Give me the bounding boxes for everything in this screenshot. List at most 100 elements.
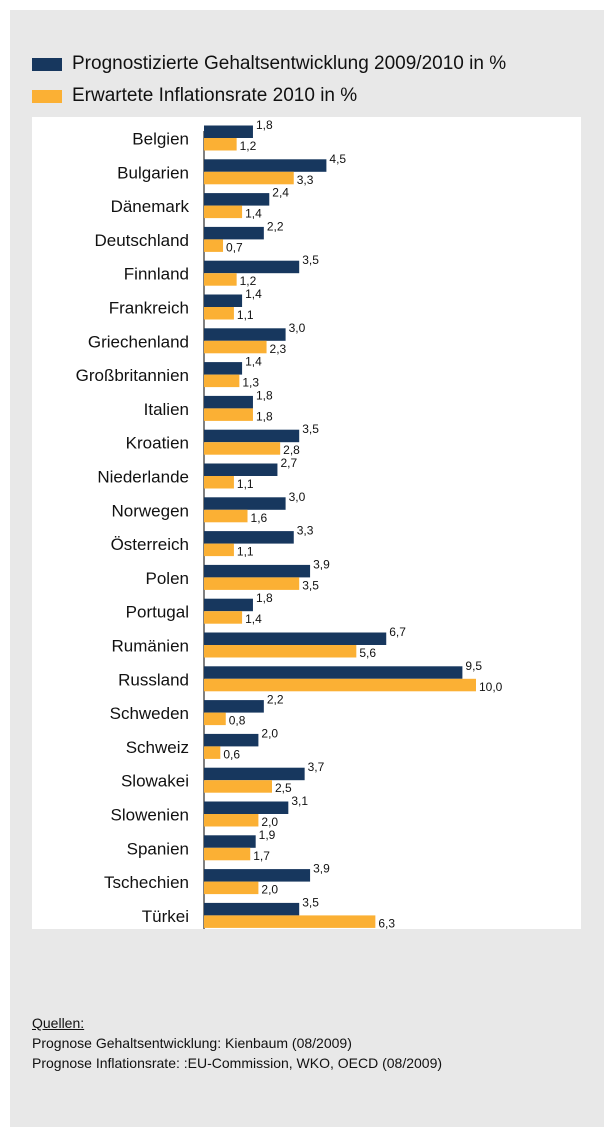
inflation-value-label-slowakei: 2,5 xyxy=(275,781,292,795)
category-label-rumänien: Rumänien xyxy=(112,637,190,656)
inflation-bar-belgien xyxy=(204,138,237,151)
inflation-bar-türkei xyxy=(204,915,376,928)
salary-bar-rumänien xyxy=(204,632,387,645)
salary-bar-bulgarien xyxy=(204,159,327,172)
salary-bar-spanien xyxy=(204,835,256,848)
category-label-polen: Polen xyxy=(146,569,189,588)
category-label-slowenien: Slowenien xyxy=(111,806,189,825)
salary-value-label-norwegen: 3,0 xyxy=(289,490,306,504)
legend-swatch-inflation xyxy=(32,89,62,103)
category-label-russland: Russland xyxy=(118,670,189,689)
inflation-value-label-kroatien: 2,8 xyxy=(283,443,300,457)
inflation-bar-polen xyxy=(204,577,300,590)
salary-value-label-frankreich: 1,4 xyxy=(245,287,262,301)
salary-bar-schweden xyxy=(204,700,264,713)
salary-value-label-bulgarien: 4,5 xyxy=(329,152,346,166)
salary-value-label-portugal: 1,8 xyxy=(256,591,273,605)
salary-value-label-dänemark: 2,4 xyxy=(272,186,289,200)
inflation-bar-deutschland xyxy=(204,239,224,252)
salary-bar-polen xyxy=(204,564,311,578)
salary-value-label-belgien: 1,8 xyxy=(256,118,273,132)
salary-bar-deutschland xyxy=(204,226,264,240)
inflation-value-label-rumänien: 5,6 xyxy=(359,646,376,660)
inflation-bar-italien xyxy=(204,408,253,421)
salary-bar-frankreich xyxy=(204,294,243,307)
inflation-bar-slowakei xyxy=(204,780,272,793)
salary-value-label-österreich: 3,3 xyxy=(297,524,314,538)
inflation-bar-kroatien xyxy=(204,442,281,455)
inflation-bar-finnland xyxy=(204,273,237,286)
salary-value-label-großbritannien: 1,4 xyxy=(245,355,262,369)
category-label-türkei: Türkei xyxy=(142,907,189,926)
source-salary: Prognose Gehaltsentwicklung: Kienbaum (0… xyxy=(32,1035,352,1051)
category-label-spanien: Spanien xyxy=(127,839,189,858)
salary-bar-portugal xyxy=(204,598,253,612)
inflation-value-label-spanien: 1,7 xyxy=(253,849,270,863)
inflation-value-label-russland: 10,0 xyxy=(479,680,503,694)
inflation-value-label-italien: 1,8 xyxy=(256,409,273,423)
inflation-value-label-bulgarien: 3,3 xyxy=(297,173,314,187)
inflation-value-label-türkei: 6,3 xyxy=(378,916,395,929)
salary-bar-türkei xyxy=(204,902,300,916)
inflation-value-label-dänemark: 1,4 xyxy=(245,207,262,221)
category-label-slowakei: Slowakei xyxy=(121,772,189,791)
salary-value-label-slowakei: 3,7 xyxy=(308,760,325,774)
category-label-finnland: Finnland xyxy=(124,265,189,284)
salary-value-label-deutschland: 2,2 xyxy=(267,219,284,233)
salary-bar-slowakei xyxy=(204,767,305,781)
plot-area: Belgien 1,8 1,2 Bulgarien 4,5 3,3 Dänemark 2,4 1… xyxy=(32,117,581,929)
salary-value-label-niederlande: 2,7 xyxy=(280,456,297,470)
inflation-bar-norwegen xyxy=(204,509,248,523)
inflation-value-label-griechenland: 2,3 xyxy=(270,342,287,356)
inflation-value-label-großbritannien: 1,3 xyxy=(242,376,259,390)
inflation-value-label-norwegen: 1,6 xyxy=(251,511,268,525)
salary-bar-dänemark xyxy=(204,193,270,206)
inflation-bar-schweiz xyxy=(204,746,221,759)
salary-bar-norwegen xyxy=(204,497,286,510)
category-label-schweiz: Schweiz xyxy=(126,738,189,757)
inflation-bar-russland xyxy=(204,678,476,692)
inflation-value-label-österreich: 1,1 xyxy=(237,545,254,559)
salary-bar-schweiz xyxy=(204,733,259,747)
inflation-bar-tschechien xyxy=(204,881,259,895)
salary-value-label-kroatien: 3,5 xyxy=(302,422,319,436)
legend-label-salary: Prognostizierte Gehaltsentwicklung 2009/… xyxy=(72,53,507,74)
legend-label-inflation: Erwartete Inflationsrate 2010 in % xyxy=(72,85,358,106)
inflation-bar-österreich xyxy=(204,543,234,557)
inflation-bar-niederlande xyxy=(204,476,234,489)
bar-chart: Belgien 1,8 1,2 Bulgarien 4,5 3,3 Dänemark 2,4 1… xyxy=(76,118,503,929)
inflation-bar-bulgarien xyxy=(204,171,294,185)
inflation-value-label-tschechien: 2,0 xyxy=(261,883,278,897)
salary-value-label-polen: 3,9 xyxy=(313,557,330,571)
category-label-österreich: Österreich xyxy=(111,535,189,554)
inflation-bar-großbritannien xyxy=(204,374,240,388)
salary-bar-kroatien xyxy=(204,429,300,443)
salary-bar-finnland xyxy=(204,260,300,274)
legend-item-salary: Prognostizierte Gehaltsentwicklung 2009/… xyxy=(32,51,506,77)
legend-item-inflation: Erwartete Inflationsrate 2010 in % xyxy=(32,83,357,109)
inflation-value-label-polen: 3,5 xyxy=(302,578,319,592)
inflation-value-label-finnland: 1,2 xyxy=(240,274,257,288)
salary-value-label-italien: 1,8 xyxy=(256,388,273,402)
salary-value-label-schweiz: 2,0 xyxy=(261,726,278,740)
category-label-tschechien: Tschechien xyxy=(104,873,189,892)
salary-bar-belgien xyxy=(204,125,253,138)
salary-value-label-schweden: 2,2 xyxy=(267,693,284,707)
inflation-bar-slowenien xyxy=(204,814,259,827)
salary-bar-großbritannien xyxy=(204,362,243,375)
salary-bar-österreich xyxy=(204,531,294,544)
chart-frame: Prognostizierte Gehaltsentwicklung 2009/… xyxy=(10,10,604,1127)
salary-value-label-türkei: 3,5 xyxy=(302,895,319,909)
inflation-bar-griechenland xyxy=(204,340,267,354)
inflation-bar-portugal xyxy=(204,611,243,624)
source-inflation: Prognose Inflationsrate: :EU-Commission,… xyxy=(32,1055,443,1071)
category-label-dänemark: Dänemark xyxy=(111,197,190,216)
category-label-frankreich: Frankreich xyxy=(109,299,189,318)
salary-bar-italien xyxy=(204,395,253,409)
category-label-kroatien: Kroatien xyxy=(126,434,189,453)
inflation-bar-rumänien xyxy=(204,645,357,658)
salary-bar-russland xyxy=(204,666,463,679)
inflation-value-label-frankreich: 1,1 xyxy=(237,308,254,322)
sources-block: Quellen: Prognose Gehaltsentwicklung: Ki… xyxy=(32,1013,442,1073)
inflation-value-label-belgien: 1,2 xyxy=(240,139,257,153)
